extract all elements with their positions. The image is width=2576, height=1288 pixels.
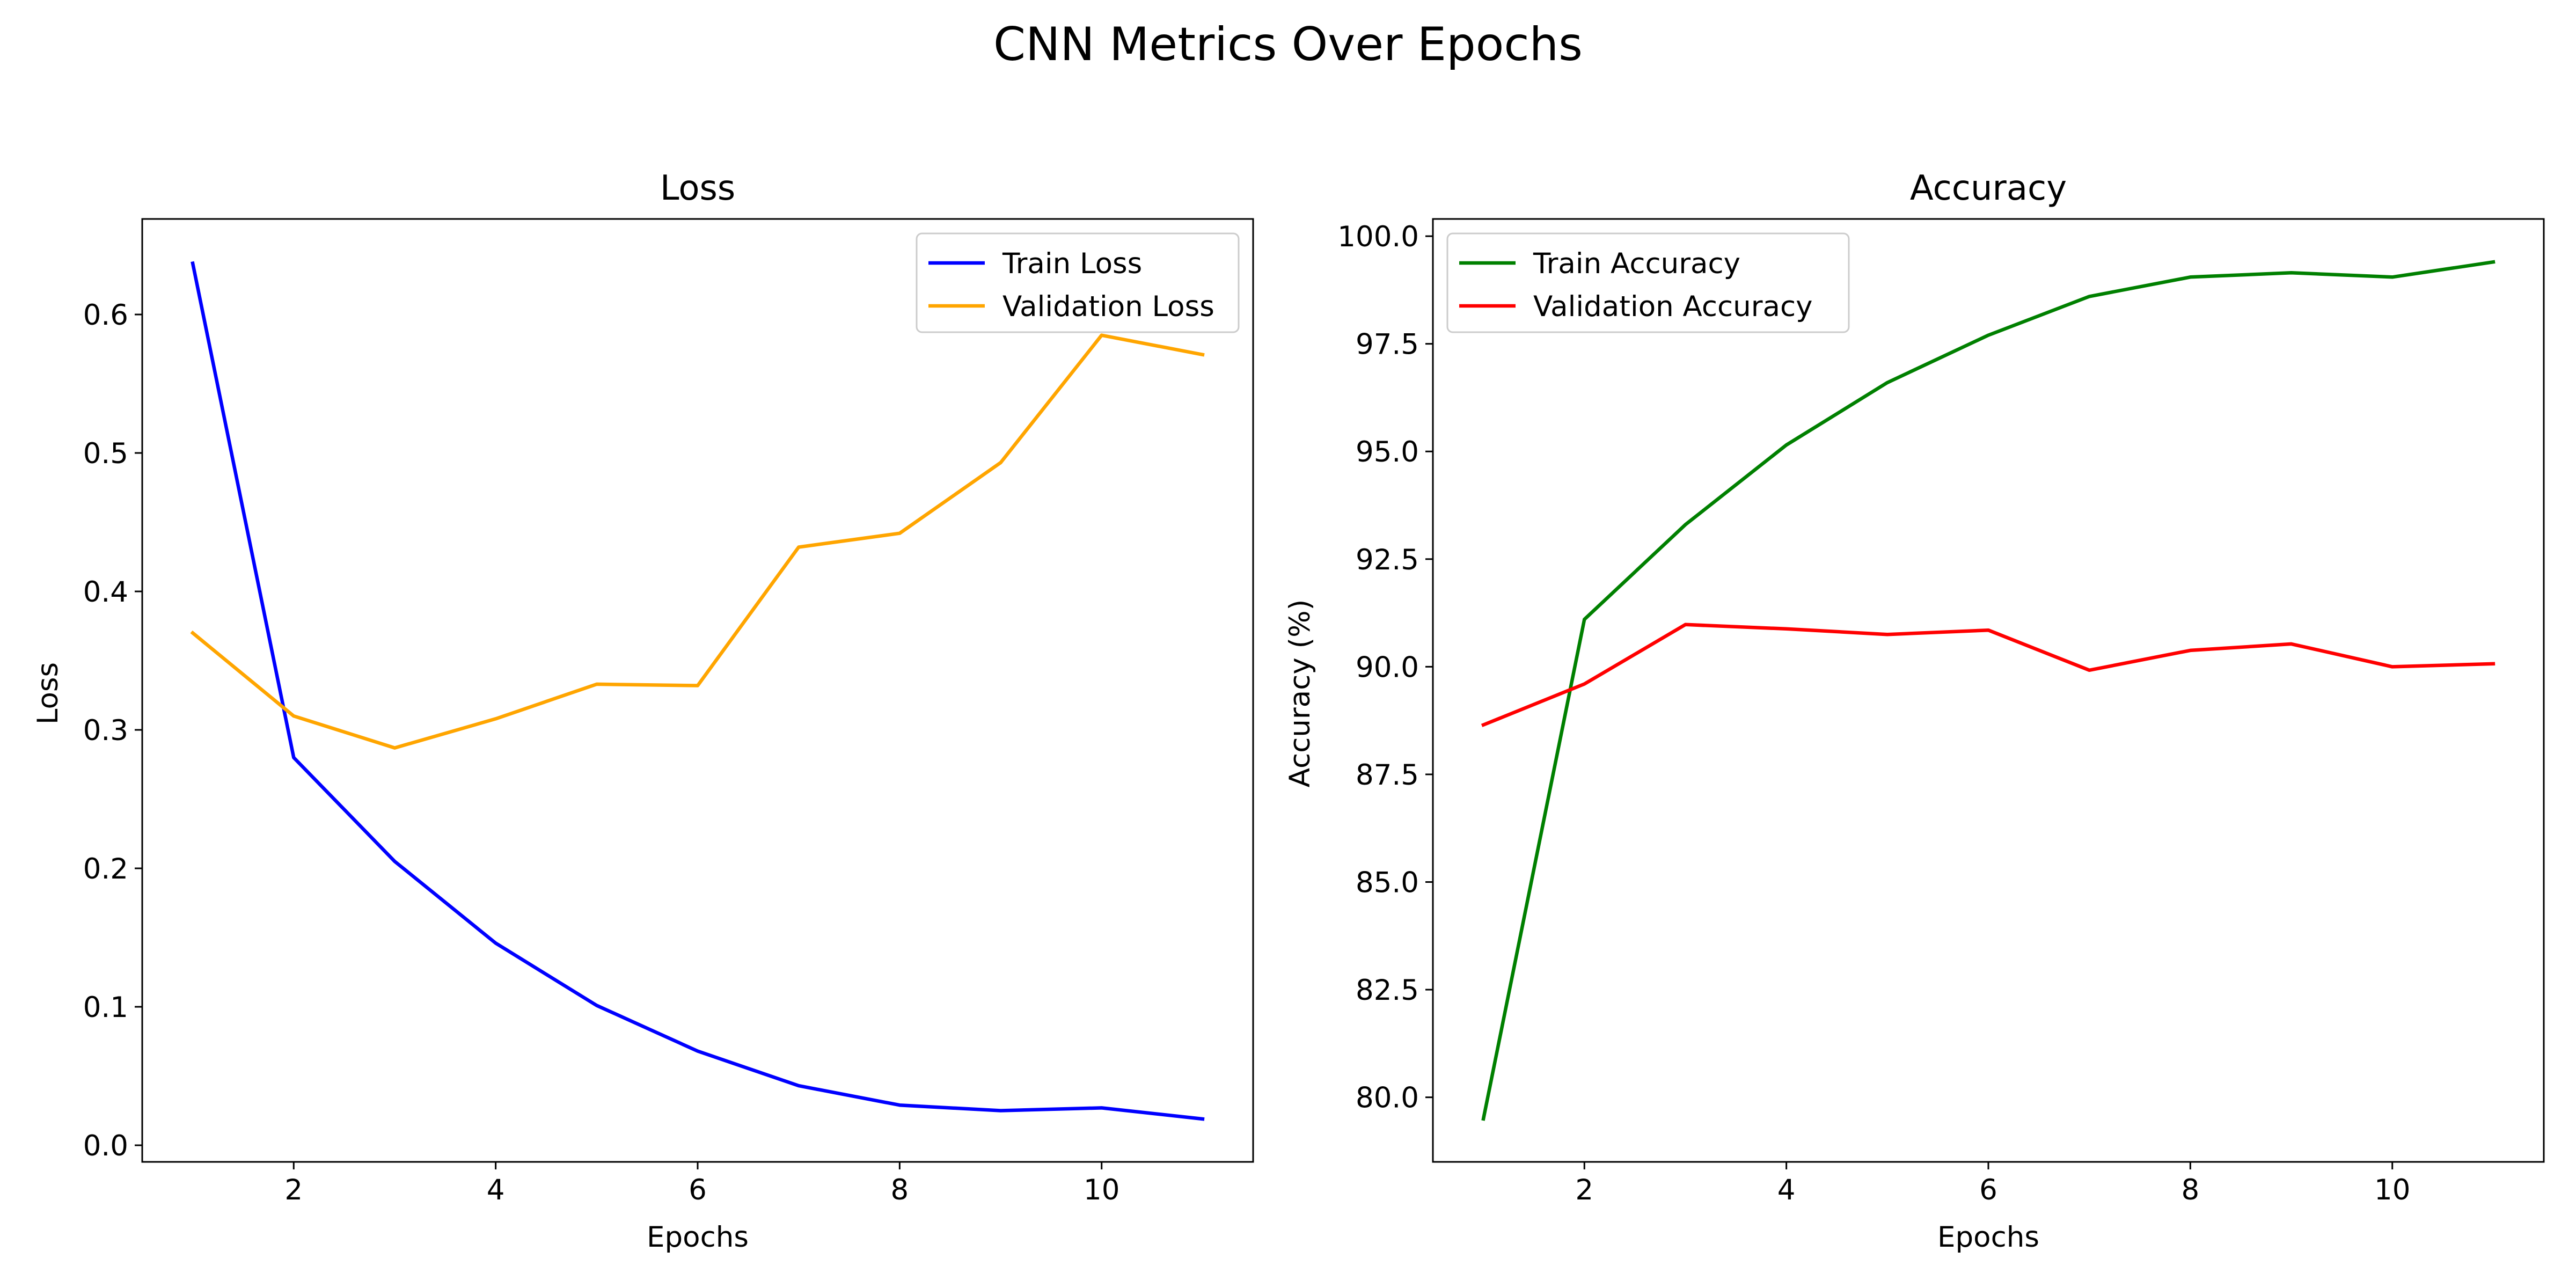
accuracy-y-tick-label: 87.5 <box>1356 759 1419 792</box>
accuracy-legend: Train Accuracy Validation Accuracy <box>1446 232 1850 333</box>
accuracy-y-axis-label: Accuracy (%) <box>1284 599 1316 788</box>
loss-y-tick-label: 0.2 <box>83 853 128 885</box>
accuracy-legend-box <box>1446 232 1850 333</box>
loss-chart-title: Loss <box>660 169 735 208</box>
loss-legend-label-train-loss: Train Loss <box>1002 247 1142 280</box>
loss-legend: Train Loss Validation Loss <box>916 232 1240 333</box>
accuracy-series-train-accuracy <box>1481 260 2496 1121</box>
accuracy-legend-label-validation-accuracy: Validation Accuracy <box>1533 290 1813 323</box>
accuracy-y-tick-label: 100.0 <box>1337 221 1419 253</box>
loss-legend-label-validation-loss: Validation Loss <box>1002 290 1214 323</box>
accuracy-x-tick-label: 8 <box>2181 1174 2199 1206</box>
loss-y-tick-label: 0.0 <box>83 1130 128 1162</box>
loss-y-tick-label: 0.3 <box>83 714 128 747</box>
accuracy-y-tick-label: 82.5 <box>1356 974 1419 1007</box>
loss-x-tick-label: 8 <box>890 1174 909 1206</box>
accuracy-y-tick-label: 97.5 <box>1356 328 1419 361</box>
accuracy-x-tick-label: 4 <box>1777 1174 1796 1206</box>
loss-series-validation-loss <box>190 333 1205 750</box>
accuracy-x-tick-label: 6 <box>1979 1174 1997 1206</box>
loss-y-tick-label: 0.4 <box>83 576 128 609</box>
loss-plot-area: 2 4 6 8 10 0.0 0.1 0.2 0.3 0.4 0.5 0.6 Train Loss Val… <box>83 218 1254 1206</box>
loss-x-tick-label: 2 <box>284 1174 303 1206</box>
loss-chart: Loss 2 4 6 8 10 0.0 0.1 0.2 0.3 0.4 0.5 0.6 Train Lo… <box>32 169 1254 1254</box>
loss-x-tick-label: 6 <box>689 1174 707 1206</box>
accuracy-y-tick-label: 90.0 <box>1356 651 1419 684</box>
accuracy-series-validation-accuracy <box>1481 623 2496 727</box>
accuracy-y-tick-label: 80.0 <box>1356 1082 1419 1115</box>
accuracy-x-tick-label: 2 <box>1575 1174 1593 1206</box>
loss-x-axis-label: Epochs <box>647 1221 749 1254</box>
accuracy-plot-area: 2 4 6 8 10 80.0 82.5 85.0 87.5 90.0 92.5 95.0 97.5 10… <box>1337 218 2545 1206</box>
loss-y-tick-label: 0.1 <box>83 991 128 1024</box>
loss-y-tick-label: 0.6 <box>83 299 128 332</box>
loss-series-train-loss <box>191 261 1205 1121</box>
loss-x-tick-label: 10 <box>1084 1174 1119 1206</box>
figure-title: CNN Metrics Over Epochs <box>993 18 1583 71</box>
accuracy-chart-title: Accuracy <box>1910 169 2067 208</box>
accuracy-x-axis-label: Epochs <box>1937 1221 2039 1254</box>
loss-y-axis-label: Loss <box>32 662 64 724</box>
accuracy-chart: Accuracy 2 4 6 8 10 80.0 82.5 85.0 87.5 90.0 92.5 9… <box>1284 169 2545 1254</box>
accuracy-legend-label-train-accuracy: Train Accuracy <box>1533 247 1740 280</box>
accuracy-y-tick-label: 85.0 <box>1356 867 1419 899</box>
accuracy-y-tick-label: 92.5 <box>1356 544 1419 576</box>
accuracy-y-tick-label: 95.0 <box>1356 436 1419 469</box>
loss-y-tick-label: 0.5 <box>83 437 128 470</box>
accuracy-x-tick-label: 10 <box>2374 1174 2410 1206</box>
loss-legend-box <box>916 232 1240 333</box>
loss-x-tick-label: 4 <box>487 1174 505 1206</box>
